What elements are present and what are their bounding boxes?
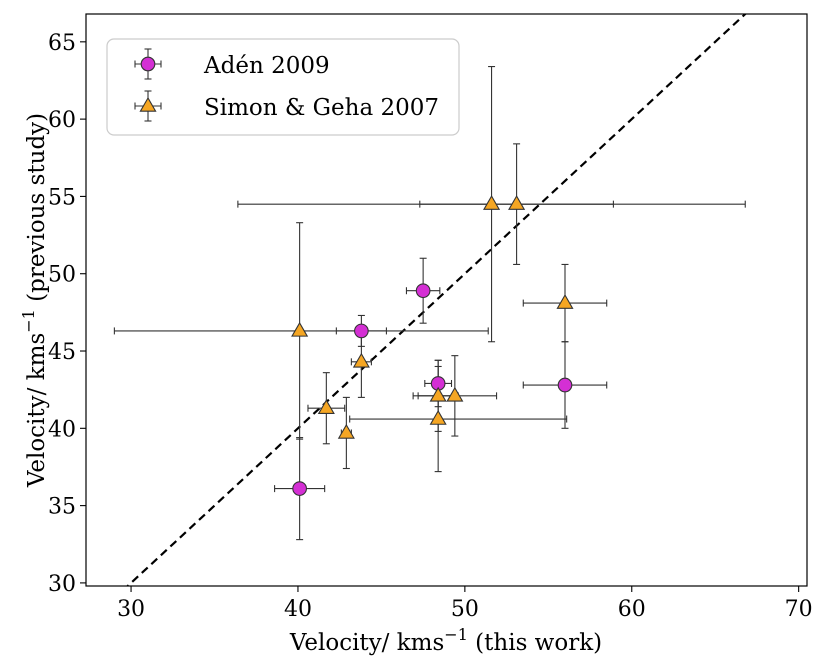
data-layer	[113, 14, 747, 586]
point-simon-geha-2007-9	[556, 293, 574, 309]
one-to-one-reference-line	[126, 14, 747, 586]
y-axis-label: Velocity/ kms−1 (previous study)	[19, 113, 50, 488]
y-tick-label-50: 50	[48, 263, 76, 288]
legend-marker	[140, 56, 156, 72]
y-tick-label-55: 55	[48, 185, 76, 210]
x-axis-label: Velocity/ kms−1 (this work)	[289, 625, 602, 656]
x-tick-label-60: 60	[618, 597, 646, 622]
error-bars	[113, 66, 746, 541]
x-tick-label-40: 40	[284, 597, 312, 622]
legend: Adén 2009 Simon & Geha 2007	[106, 38, 460, 136]
y-tick-label-40: 40	[48, 417, 76, 442]
point-aden-2009-1	[354, 323, 369, 339]
point-simon-geha-2007-1	[317, 399, 335, 414]
point-simon-geha-2007-5	[446, 386, 464, 402]
x-tick-label-70: 70	[785, 597, 813, 622]
markers	[291, 195, 574, 496]
errorbar-simon-geha-2007-6	[349, 365, 568, 473]
point-aden-2009-2	[415, 283, 431, 299]
x-tick-label-50: 50	[451, 597, 479, 622]
point-simon-geha-2007-4	[429, 386, 447, 402]
legend-box	[106, 38, 460, 136]
legend-marker	[139, 96, 157, 112]
legend-item-simon-geha-2007	[134, 90, 162, 122]
y-tick-label-45: 45	[48, 340, 76, 365]
point-simon-geha-2007-3	[352, 352, 370, 368]
x-tick-label-30: 30	[117, 597, 145, 622]
point-simon-geha-2007-0	[291, 321, 309, 337]
legend-label-aden-2009: Adén 2009	[203, 53, 330, 79]
legend-item-aden-2009	[134, 48, 162, 80]
point-simon-geha-2007-7	[483, 195, 501, 210]
y-tick-label-60: 60	[48, 108, 76, 133]
point-aden-2009-4	[557, 377, 573, 393]
axis-ticks: 30 40 50 60 70 30 35 40 45 50 55 60 65	[48, 31, 813, 622]
point-simon-geha-2007-8	[508, 195, 526, 210]
y-tick-label-65: 65	[48, 31, 76, 56]
point-simon-geha-2007-6	[429, 409, 447, 425]
point-simon-geha-2007-2	[337, 423, 355, 439]
y-tick-label-35: 35	[48, 495, 76, 520]
legend-label-simon-geha-2007: Simon & Geha 2007	[204, 95, 439, 121]
y-tick-label-30: 30	[48, 572, 76, 597]
point-aden-2009-0	[292, 481, 307, 496]
plot-frame	[85, 13, 808, 587]
